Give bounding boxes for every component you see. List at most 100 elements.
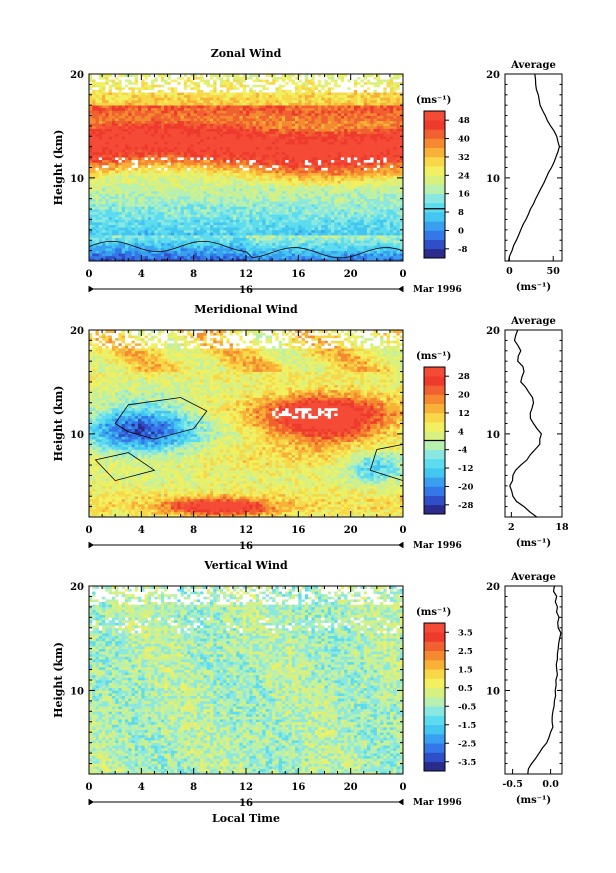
heatmap-cell: [157, 138, 162, 142]
heatmap-cell: [213, 240, 217, 244]
heatmap-cell: [236, 188, 240, 192]
heatmap-cell: [259, 198, 263, 202]
heatmap-cell: [183, 193, 188, 197]
heatmap-cell: [262, 94, 266, 98]
heatmap-cell: [311, 115, 316, 119]
heatmap-cell: [229, 159, 234, 163]
heatmap-cell: [262, 138, 266, 142]
heatmap-cell: [291, 79, 296, 83]
heatmap-cell: [206, 253, 211, 257]
heatmap-cell: [265, 162, 270, 166]
heatmap-cell: [157, 84, 162, 88]
heatmap-cell: [259, 151, 263, 155]
heatmap-cell: [223, 172, 227, 176]
heatmap-cell: [236, 172, 240, 176]
heatmap-cell: [278, 211, 283, 215]
heatmap-cell: [308, 128, 312, 132]
heatmap-cell: [187, 118, 191, 122]
heatmap-cell: [134, 136, 139, 140]
heatmap-cell: [285, 89, 289, 93]
heatmap-cell: [115, 92, 119, 96]
heatmap-cell: [131, 250, 136, 254]
heatmap-cell: [259, 232, 263, 236]
heatmap-cell: [118, 97, 123, 101]
heatmap-cell: [278, 86, 283, 90]
heatmap-cell: [298, 248, 302, 251]
heatmap-cell: [301, 89, 306, 93]
heatmap-cell: [200, 138, 204, 142]
heatmap-cell: [128, 177, 132, 181]
heatmap-cell: [216, 203, 221, 207]
heatmap-cell: [268, 190, 273, 194]
heatmap-cell: [216, 125, 221, 129]
heatmap-cell: [102, 76, 106, 80]
heatmap-cell: [259, 242, 263, 246]
heatmap-cell: [262, 120, 266, 124]
heatmap-cell: [236, 253, 240, 257]
heatmap-cell: [160, 118, 165, 122]
heatmap-cell: [255, 133, 260, 137]
heatmap-cell: [144, 138, 149, 142]
heatmap-cell: [291, 198, 296, 202]
heatmap-cell: [105, 170, 109, 174]
heatmap-cell: [232, 227, 237, 231]
heatmap-cell: [115, 138, 119, 142]
heatmap-cell: [275, 248, 280, 251]
heatmap-cell: [216, 84, 221, 88]
heatmap-cell: [138, 211, 142, 215]
heatmap-cell: [213, 144, 217, 148]
heatmap-cell: [160, 211, 165, 215]
heatmap-cell: [131, 159, 136, 163]
heatmap-cell: [262, 146, 266, 150]
heatmap-cell: [180, 170, 185, 174]
heatmap-cell: [167, 162, 172, 166]
heatmap-cell: [138, 196, 142, 200]
heatmap-cell: [210, 110, 214, 114]
heatmap-cell: [157, 229, 162, 233]
heatmap-cell: [288, 164, 293, 168]
heatmap-cell: [262, 248, 266, 251]
heatmap-cell: [160, 214, 165, 218]
heatmap-cell: [108, 242, 113, 246]
heatmap-cell: [164, 198, 168, 202]
heatmap-cell: [236, 235, 240, 238]
heatmap-cell: [236, 211, 240, 215]
heatmap-cell: [314, 190, 319, 194]
heatmap-cell: [275, 157, 280, 161]
heatmap-cell: [226, 196, 230, 200]
heatmap-cell: [239, 105, 244, 109]
heatmap-cell: [89, 144, 93, 148]
heatmap-cell: [295, 198, 299, 202]
heatmap-cell: [115, 107, 119, 111]
heatmap-cell: [196, 138, 201, 142]
heatmap-cell: [236, 102, 240, 106]
heatmap-cell: [242, 183, 247, 187]
heatmap-cell: [242, 188, 247, 192]
heatmap-cell: [252, 175, 257, 179]
heatmap-cell: [134, 154, 139, 158]
heatmap-cell: [272, 219, 276, 223]
heatmap-cell: [190, 159, 195, 163]
heatmap-cell: [174, 190, 178, 194]
heatmap-cell: [154, 105, 159, 109]
heatmap-cell: [206, 242, 211, 246]
heatmap-cell: [115, 232, 119, 236]
heatmap-cell: [180, 123, 185, 127]
heatmap-cell: [124, 201, 129, 205]
heatmap-cell: [236, 151, 240, 155]
heatmap-cell: [200, 188, 204, 192]
heatmap-cell: [108, 97, 113, 101]
heatmap-cell: [308, 175, 312, 179]
heatmap-cell: [128, 151, 132, 155]
heatmap-cell: [124, 237, 129, 241]
heatmap-cell: [226, 162, 230, 166]
heatmap-cell: [229, 167, 234, 171]
heatmap-cell: [196, 110, 201, 114]
heatmap-cell: [174, 105, 178, 109]
heatmap-cell: [236, 120, 240, 124]
heatmap-cell: [278, 92, 283, 96]
heatmap-cell: [203, 110, 208, 114]
heatmap-cell: [180, 136, 185, 140]
heatmap-cell: [223, 94, 227, 98]
heatmap-cell: [275, 203, 280, 207]
